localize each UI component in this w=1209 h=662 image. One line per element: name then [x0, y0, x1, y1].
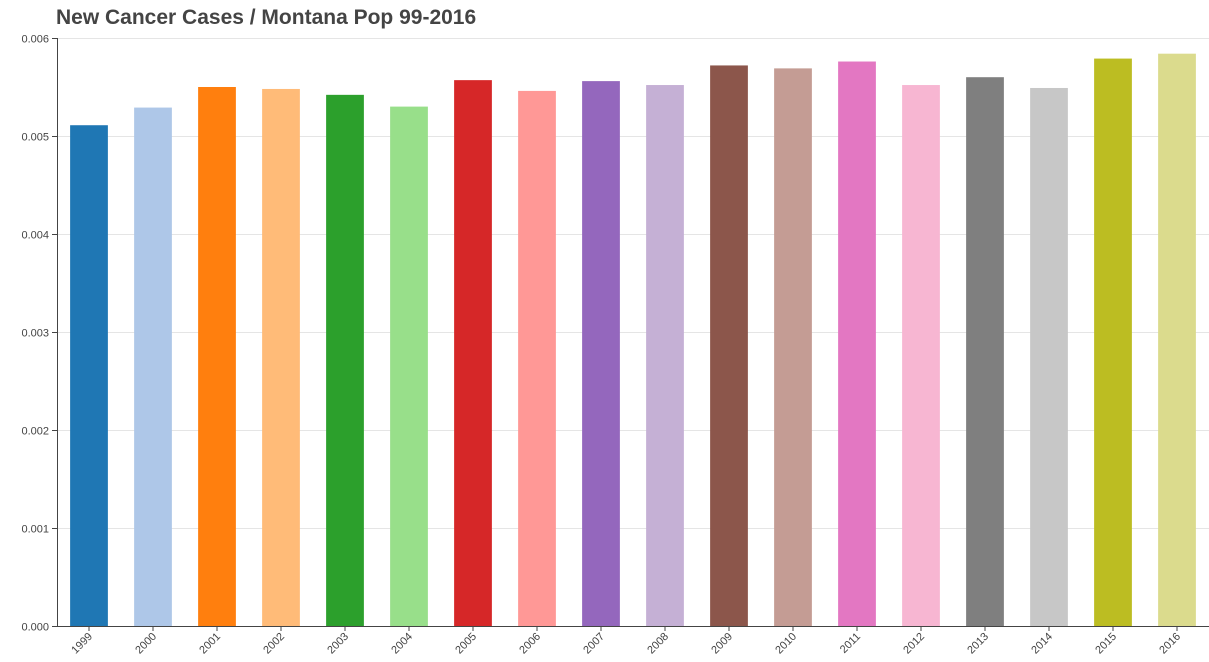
bar-2002 [262, 88, 300, 626]
x-tick-label: 2010 [773, 631, 799, 657]
x-tick-label: 2002 [261, 631, 287, 657]
bar-2010 [774, 68, 812, 626]
x-tick-label: 2004 [389, 631, 415, 657]
bar-2001 [198, 87, 236, 626]
y-tick-label: 0.004 [21, 230, 49, 242]
chart-title: New Cancer Cases / Montana Pop 99-2016 [56, 6, 477, 29]
x-tick-label: 2015 [1093, 631, 1119, 657]
bar-2009 [710, 65, 748, 626]
grid-lines [57, 38, 1209, 529]
bar-2006 [518, 90, 556, 627]
x-tick-label: 2011 [838, 631, 863, 656]
bar-2004 [390, 106, 428, 627]
x-tick-label: 2003 [325, 631, 351, 657]
bar-2016 [1158, 53, 1196, 627]
y-tick-label: 0.000 [21, 622, 49, 634]
x-tick-label: 2016 [1157, 631, 1183, 657]
x-tick-label: 2005 [453, 631, 479, 657]
bar-2003 [326, 94, 364, 627]
x-tick-label: 2009 [709, 631, 735, 657]
bar-2015 [1094, 58, 1132, 626]
bar-2007 [582, 81, 620, 627]
bar-2008 [646, 85, 684, 627]
bar-2005 [454, 80, 492, 626]
x-tick-label: 2008 [645, 631, 671, 657]
y-tick-label: 0.001 [21, 524, 49, 536]
bar-2014 [1030, 87, 1068, 627]
x-tick-label: 2001 [197, 631, 223, 657]
x-tick-label: 2013 [965, 631, 991, 657]
bar-2012 [902, 85, 940, 627]
bar-2000 [134, 107, 172, 626]
x-tick-label: 2012 [901, 631, 927, 657]
y-tick-label: 0.006 [21, 34, 49, 46]
y-tick-label: 0.002 [21, 426, 49, 438]
x-tick-label: 2006 [517, 631, 543, 657]
bars [70, 53, 1196, 627]
x-tick-label: 2000 [133, 631, 159, 657]
bar-2013 [966, 77, 1004, 626]
x-tick-label: 2014 [1029, 631, 1055, 657]
bar-2011 [838, 61, 876, 626]
x-tick-label: 2007 [581, 631, 607, 657]
bar-1999 [70, 125, 108, 626]
y-tick-label: 0.005 [21, 132, 49, 144]
x-tick-label: 1999 [69, 631, 95, 657]
y-tick-label: 0.003 [21, 328, 49, 340]
